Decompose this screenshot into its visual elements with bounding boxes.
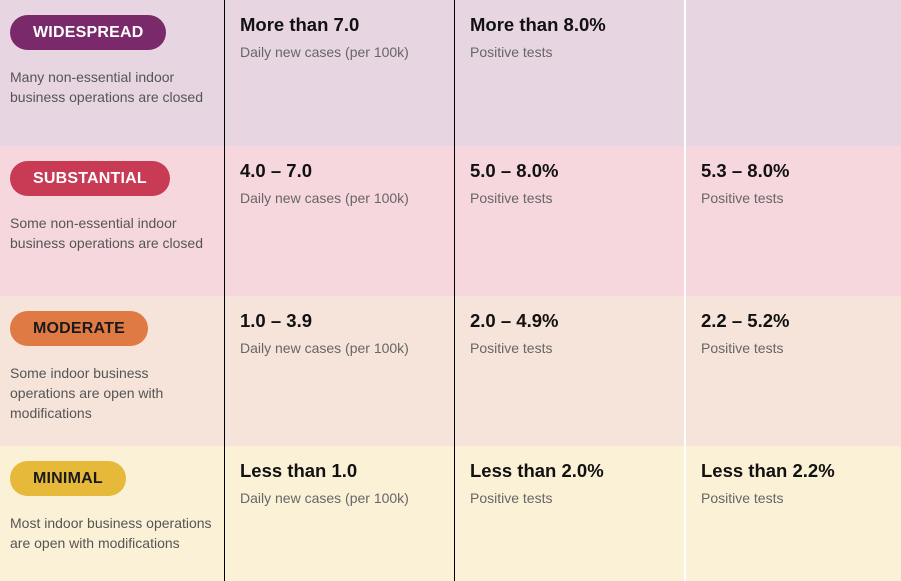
tier-description: Some non-essential indoor business opera… xyxy=(10,215,204,251)
positivity-cell: Less than 2.0% Positive tests xyxy=(454,446,684,581)
equity-cell: Less than 2.2% Positive tests xyxy=(684,446,901,581)
tier-badge-substantial: SUBSTANTIAL xyxy=(10,161,170,196)
cases-unit: Daily new cases (per 100k) xyxy=(240,490,409,506)
tier-badge-widespread: WIDESPREAD xyxy=(10,15,167,50)
equity-cell: 2.2 – 5.2% Positive tests xyxy=(684,296,901,446)
positivity-cell: 2.0 – 4.9% Positive tests xyxy=(454,296,684,446)
tier-badge-moderate: MODERATE xyxy=(10,311,148,346)
cases-value: Less than 1.0 xyxy=(240,460,358,481)
positivity-value: More than 8.0% xyxy=(470,14,606,35)
equity-unit: Positive tests xyxy=(701,190,784,206)
positivity-value: 2.0 – 4.9% xyxy=(470,310,559,331)
equity-cell xyxy=(684,0,901,146)
equity-unit: Positive tests xyxy=(701,490,784,506)
positivity-value: Less than 2.0% xyxy=(470,460,604,481)
equity-value: 5.3 – 8.0% xyxy=(701,160,790,181)
positivity-unit: Positive tests xyxy=(470,340,553,356)
cases-cell: More than 7.0 Daily new cases (per 100k) xyxy=(224,0,454,146)
cases-value: 1.0 – 3.9 xyxy=(240,310,313,331)
tier-description: Many non-essential indoor business opera… xyxy=(10,69,204,105)
tier-row-moderate: MODERATE Some indoor business operations… xyxy=(0,296,901,446)
cases-cell: 4.0 – 7.0 Daily new cases (per 100k) xyxy=(224,146,454,296)
tier-label-cell: WIDESPREAD Many non-essential indoor bus… xyxy=(0,0,224,146)
tier-description: Most indoor business operations are open… xyxy=(10,515,212,551)
cases-value: 4.0 – 7.0 xyxy=(240,160,313,181)
cases-unit: Daily new cases (per 100k) xyxy=(240,44,409,60)
equity-cell: 5.3 – 8.0% Positive tests xyxy=(684,146,901,296)
tier-label-cell: MODERATE Some indoor business operations… xyxy=(0,296,224,446)
tier-badge-minimal: MINIMAL xyxy=(10,461,126,496)
cases-unit: Daily new cases (per 100k) xyxy=(240,190,409,206)
cases-cell: 1.0 – 3.9 Daily new cases (per 100k) xyxy=(224,296,454,446)
positivity-cell: 5.0 – 8.0% Positive tests xyxy=(454,146,684,296)
positivity-cell: More than 8.0% Positive tests xyxy=(454,0,684,146)
positivity-unit: Positive tests xyxy=(470,44,553,60)
cases-unit: Daily new cases (per 100k) xyxy=(240,340,409,356)
tier-row-substantial: SUBSTANTIAL Some non-essential indoor bu… xyxy=(0,146,901,296)
tier-description: Some indoor business operations are open… xyxy=(10,365,164,421)
tier-label-cell: SUBSTANTIAL Some non-essential indoor bu… xyxy=(0,146,224,296)
tier-label-cell: MINIMAL Most indoor business operations … xyxy=(0,446,224,581)
positivity-value: 5.0 – 8.0% xyxy=(470,160,559,181)
positivity-unit: Positive tests xyxy=(470,490,553,506)
tier-row-minimal: MINIMAL Most indoor business operations … xyxy=(0,446,901,581)
cases-cell: Less than 1.0 Daily new cases (per 100k) xyxy=(224,446,454,581)
tier-row-widespread: WIDESPREAD Many non-essential indoor bus… xyxy=(0,0,901,146)
equity-unit: Positive tests xyxy=(701,340,784,356)
positivity-unit: Positive tests xyxy=(470,190,553,206)
equity-value: Less than 2.2% xyxy=(701,460,835,481)
cases-value: More than 7.0 xyxy=(240,14,360,35)
equity-value: 2.2 – 5.2% xyxy=(701,310,790,331)
